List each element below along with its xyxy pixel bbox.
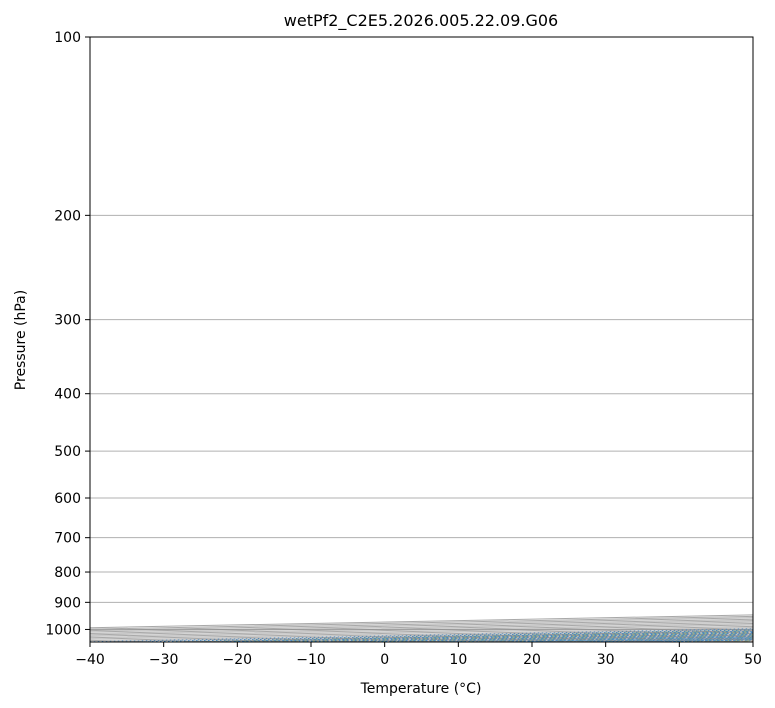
y-tick-label: 800	[54, 565, 81, 581]
y-tick-label: 600	[54, 491, 81, 507]
chart-title: wetPf2_C2E5.2026.005.22.09.G06	[284, 11, 558, 31]
x-tick-label: 0	[380, 652, 389, 668]
x-tick-label: 20	[523, 652, 541, 668]
plot-area: -100-90-80-70-60-50-40-30-20-10010203040…	[90, 37, 753, 642]
x-tick-label: 40	[670, 652, 688, 668]
y-tick-label: 100	[54, 30, 81, 46]
x-tick-label: −30	[149, 652, 179, 668]
y-tick-label: 200	[54, 208, 81, 224]
y-tick-label: 500	[54, 444, 81, 460]
y-tick-label: 400	[54, 387, 81, 403]
x-axis: −40 −30 −20 −10 0 10 20 30 40 50	[75, 642, 762, 668]
y-tick-label: 300	[54, 313, 81, 329]
y-axis-title: Pressure (hPa)	[13, 290, 29, 390]
x-tick-label: −40	[75, 652, 105, 668]
x-tick-label: 10	[449, 652, 467, 668]
x-axis-title: Temperature (°C)	[360, 681, 482, 697]
x-tick-label: 30	[597, 652, 615, 668]
x-tick-label: −10	[296, 652, 326, 668]
x-tick-label: 50	[744, 652, 762, 668]
y-axis: 100 200 300 400 500 600 700 800 900 1000	[45, 30, 90, 638]
x-tick-label: −20	[223, 652, 253, 668]
y-tick-label: 900	[54, 595, 81, 611]
plot-frame	[89, 36, 754, 643]
y-tick-label: 700	[54, 531, 81, 547]
y-tick-label: 1000	[45, 622, 81, 638]
